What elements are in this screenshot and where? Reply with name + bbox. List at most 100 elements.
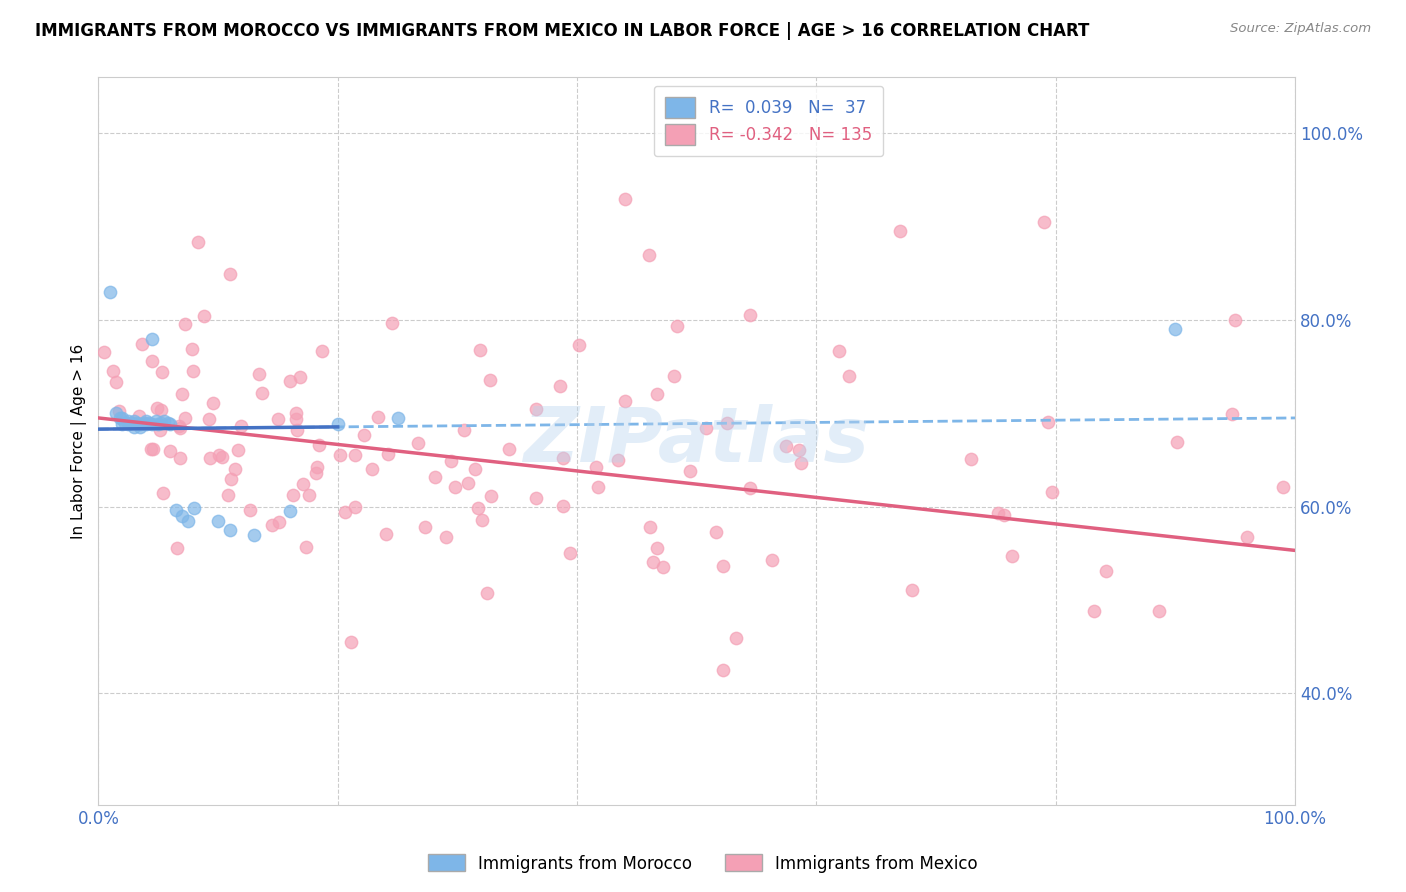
Point — [453, 423, 475, 437]
Point — [187, 235, 209, 250]
Point — [1083, 604, 1105, 618]
Point — [475, 586, 498, 600]
Legend: R=  0.039   N=  37, R= -0.342   N= 135: R= 0.039 N= 37, R= -0.342 N= 135 — [654, 86, 883, 156]
Point — [498, 442, 520, 457]
Point — [387, 411, 409, 425]
Point — [169, 421, 191, 435]
Point — [568, 338, 591, 352]
Point — [153, 414, 176, 428]
Point — [141, 332, 163, 346]
Point — [285, 405, 308, 419]
Point — [183, 364, 205, 378]
Point — [281, 488, 304, 502]
Point — [553, 499, 575, 513]
Point — [122, 420, 145, 434]
Point — [224, 462, 246, 476]
Point — [104, 376, 127, 390]
Text: IMMIGRANTS FROM MOROCCO VS IMMIGRANTS FROM MEXICO IN LABOR FORCE | AGE > 16 CORR: IMMIGRANTS FROM MOROCCO VS IMMIGRANTS FR… — [35, 22, 1090, 40]
Point — [172, 508, 194, 523]
Point — [285, 423, 308, 437]
Point — [243, 527, 266, 541]
Text: ZIPatlas: ZIPatlas — [523, 404, 870, 478]
Point — [326, 417, 349, 432]
Point — [105, 406, 128, 420]
Point — [170, 386, 193, 401]
Point — [711, 663, 734, 677]
Point — [613, 394, 636, 409]
Point — [226, 443, 249, 458]
Point — [1040, 484, 1063, 499]
Point — [193, 310, 215, 324]
Point — [247, 368, 270, 382]
Point — [457, 476, 479, 491]
Point — [353, 427, 375, 442]
Point — [1272, 479, 1295, 493]
Point — [208, 448, 231, 462]
Point — [586, 480, 609, 494]
Point — [117, 417, 139, 432]
Point — [1225, 313, 1247, 327]
Point — [340, 635, 363, 649]
Point — [647, 541, 669, 555]
Point — [150, 365, 173, 379]
Point — [145, 414, 167, 428]
Point — [645, 386, 668, 401]
Point — [381, 317, 404, 331]
Point — [111, 417, 134, 432]
Point — [141, 354, 163, 368]
Point — [229, 418, 252, 433]
Point — [156, 416, 179, 430]
Point — [308, 438, 330, 452]
Point — [217, 488, 239, 502]
Point — [987, 507, 1010, 521]
Point — [665, 319, 688, 334]
Point — [150, 403, 173, 417]
Point — [141, 417, 163, 432]
Point — [122, 414, 145, 428]
Point — [114, 416, 136, 430]
Point — [288, 369, 311, 384]
Point — [415, 520, 437, 534]
Point — [128, 409, 150, 423]
Point — [159, 417, 181, 432]
Point — [613, 192, 636, 206]
Point — [138, 416, 160, 430]
Point — [738, 308, 761, 322]
Point — [167, 419, 190, 434]
Point — [221, 472, 243, 486]
Point — [724, 632, 747, 646]
Point — [344, 500, 367, 515]
Point — [959, 452, 981, 467]
Point — [177, 514, 200, 528]
Point — [375, 527, 398, 541]
Point — [198, 412, 221, 426]
Point — [183, 501, 205, 516]
Point — [558, 546, 581, 560]
Point — [641, 555, 664, 569]
Point — [269, 515, 291, 529]
Point — [159, 444, 181, 458]
Point — [548, 379, 571, 393]
Point — [239, 503, 262, 517]
Point — [425, 470, 447, 484]
Point — [464, 461, 486, 475]
Point — [761, 553, 783, 567]
Point — [1032, 215, 1054, 229]
Point — [607, 453, 630, 467]
Point — [704, 525, 727, 540]
Point — [107, 404, 129, 418]
Point — [165, 503, 187, 517]
Point — [149, 424, 172, 438]
Point — [295, 540, 318, 554]
Point — [467, 501, 489, 516]
Point — [305, 459, 328, 474]
Point — [108, 411, 131, 425]
Point — [1236, 531, 1258, 545]
Point — [139, 442, 162, 457]
Legend: Immigrants from Morocco, Immigrants from Mexico: Immigrants from Morocco, Immigrants from… — [422, 847, 984, 880]
Point — [148, 417, 170, 432]
Point — [93, 345, 115, 359]
Point — [181, 342, 204, 356]
Y-axis label: In Labor Force | Age > 16: In Labor Force | Age > 16 — [72, 343, 87, 539]
Point — [333, 505, 356, 519]
